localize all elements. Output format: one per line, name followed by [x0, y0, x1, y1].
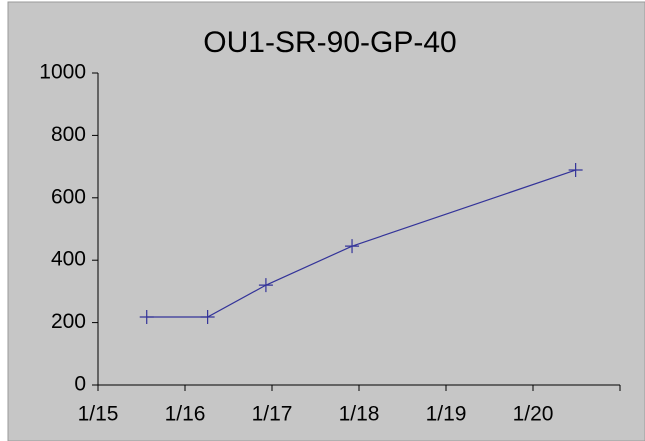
data-point — [568, 163, 583, 178]
y-tick-label: 200 — [51, 310, 86, 333]
plot-background — [7, 1, 645, 441]
x-tick-label: 1/17 — [252, 403, 293, 426]
y-tick-label: 400 — [51, 248, 86, 271]
y-tick-label: 0 — [74, 373, 86, 396]
data-point — [200, 309, 215, 324]
x-tick-label: 1/19 — [426, 403, 467, 426]
y-tick-label: 1000 — [39, 61, 86, 84]
y-tick-label: 800 — [51, 123, 86, 146]
x-tick-label: 1/20 — [513, 403, 554, 426]
data-point — [139, 309, 154, 324]
chart-title: OU1-SR-90-GP-40 — [203, 26, 456, 59]
y-tick-label: 600 — [51, 185, 86, 208]
data-point — [345, 239, 360, 254]
x-tick-label: 1/15 — [78, 403, 119, 426]
x-tick-label: 1/18 — [339, 403, 380, 426]
data-point — [258, 278, 273, 293]
x-tick-label: 1/16 — [165, 403, 206, 426]
